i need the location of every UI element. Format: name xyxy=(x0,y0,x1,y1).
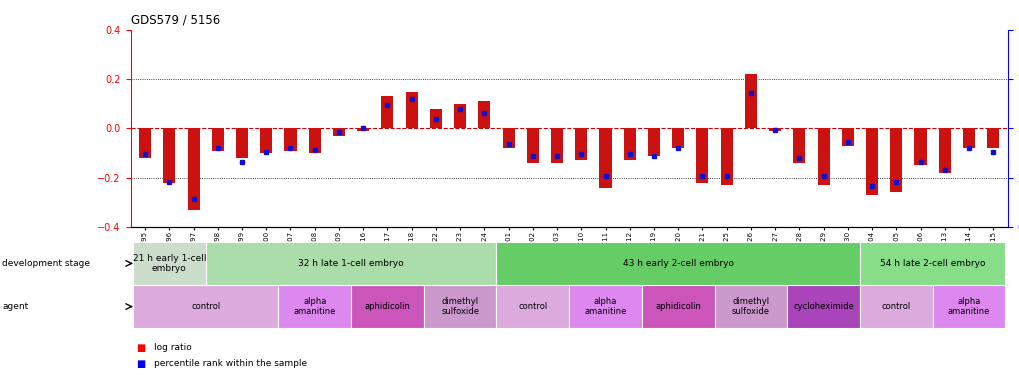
Bar xyxy=(569,285,641,328)
Bar xyxy=(962,128,974,148)
Bar xyxy=(641,285,714,328)
Text: ■: ■ xyxy=(136,359,145,369)
Text: aphidicolin: aphidicolin xyxy=(654,302,700,311)
Bar xyxy=(719,128,732,185)
Bar xyxy=(672,128,684,148)
Bar xyxy=(235,128,248,158)
Bar xyxy=(859,285,931,328)
Text: 32 h late 1-cell embryo: 32 h late 1-cell embryo xyxy=(298,259,404,268)
Text: 54 h late 2-cell embryo: 54 h late 2-cell embryo xyxy=(879,259,984,268)
Bar xyxy=(423,285,496,328)
Bar xyxy=(212,128,223,151)
Bar xyxy=(502,128,515,148)
Text: control: control xyxy=(191,302,220,311)
Bar xyxy=(787,285,859,328)
Bar xyxy=(206,242,496,285)
Text: aphidicolin: aphidicolin xyxy=(364,302,410,311)
Bar xyxy=(599,128,611,188)
Bar xyxy=(260,128,272,153)
Text: control: control xyxy=(518,302,547,311)
Bar xyxy=(163,128,175,183)
Text: dimethyl
sulfoxide: dimethyl sulfoxide xyxy=(440,297,479,316)
Text: alpha
amanitine: alpha amanitine xyxy=(584,297,626,316)
Bar xyxy=(357,128,369,131)
Bar xyxy=(931,285,1005,328)
Bar xyxy=(841,128,853,146)
Bar xyxy=(768,128,781,131)
Bar xyxy=(793,128,805,163)
Text: ■: ■ xyxy=(136,343,145,353)
Bar xyxy=(278,285,351,328)
Bar xyxy=(575,128,587,160)
Bar xyxy=(890,128,902,192)
Bar xyxy=(496,285,569,328)
Text: log ratio: log ratio xyxy=(154,344,192,352)
Text: dimethyl
sulfoxide: dimethyl sulfoxide xyxy=(732,297,769,316)
Bar xyxy=(550,128,562,163)
Bar xyxy=(139,128,151,158)
Bar xyxy=(453,104,466,128)
Text: 43 h early 2-cell embryo: 43 h early 2-cell embryo xyxy=(622,259,733,268)
Bar xyxy=(429,109,441,128)
Bar xyxy=(132,242,206,285)
Bar xyxy=(132,285,278,328)
Text: control: control xyxy=(880,302,910,311)
Bar xyxy=(351,285,423,328)
Bar xyxy=(284,128,297,151)
Text: development stage: development stage xyxy=(2,259,90,268)
Bar xyxy=(647,128,659,156)
Text: alpha
amanitine: alpha amanitine xyxy=(293,297,335,316)
Bar xyxy=(187,128,200,210)
Text: 21 h early 1-cell
embryо: 21 h early 1-cell embryо xyxy=(132,254,206,273)
Text: GDS579 / 5156: GDS579 / 5156 xyxy=(130,13,220,26)
Text: agent: agent xyxy=(2,302,29,311)
Bar xyxy=(937,128,950,173)
Bar xyxy=(406,92,418,128)
Bar xyxy=(478,101,490,128)
Bar xyxy=(859,242,1005,285)
Bar xyxy=(309,128,320,153)
Text: percentile rank within the sample: percentile rank within the sample xyxy=(154,359,307,368)
Bar xyxy=(817,128,828,185)
Bar xyxy=(623,128,635,160)
Bar xyxy=(914,128,925,165)
Bar xyxy=(696,128,708,183)
Bar xyxy=(744,74,756,128)
Bar xyxy=(332,128,344,136)
Text: cycloheximide: cycloheximide xyxy=(793,302,853,311)
Text: alpha
amanitine: alpha amanitine xyxy=(947,297,989,316)
Bar xyxy=(865,128,877,195)
Bar xyxy=(714,285,787,328)
Bar xyxy=(381,96,393,128)
Bar xyxy=(526,128,538,163)
Bar xyxy=(496,242,859,285)
Bar xyxy=(986,128,999,148)
